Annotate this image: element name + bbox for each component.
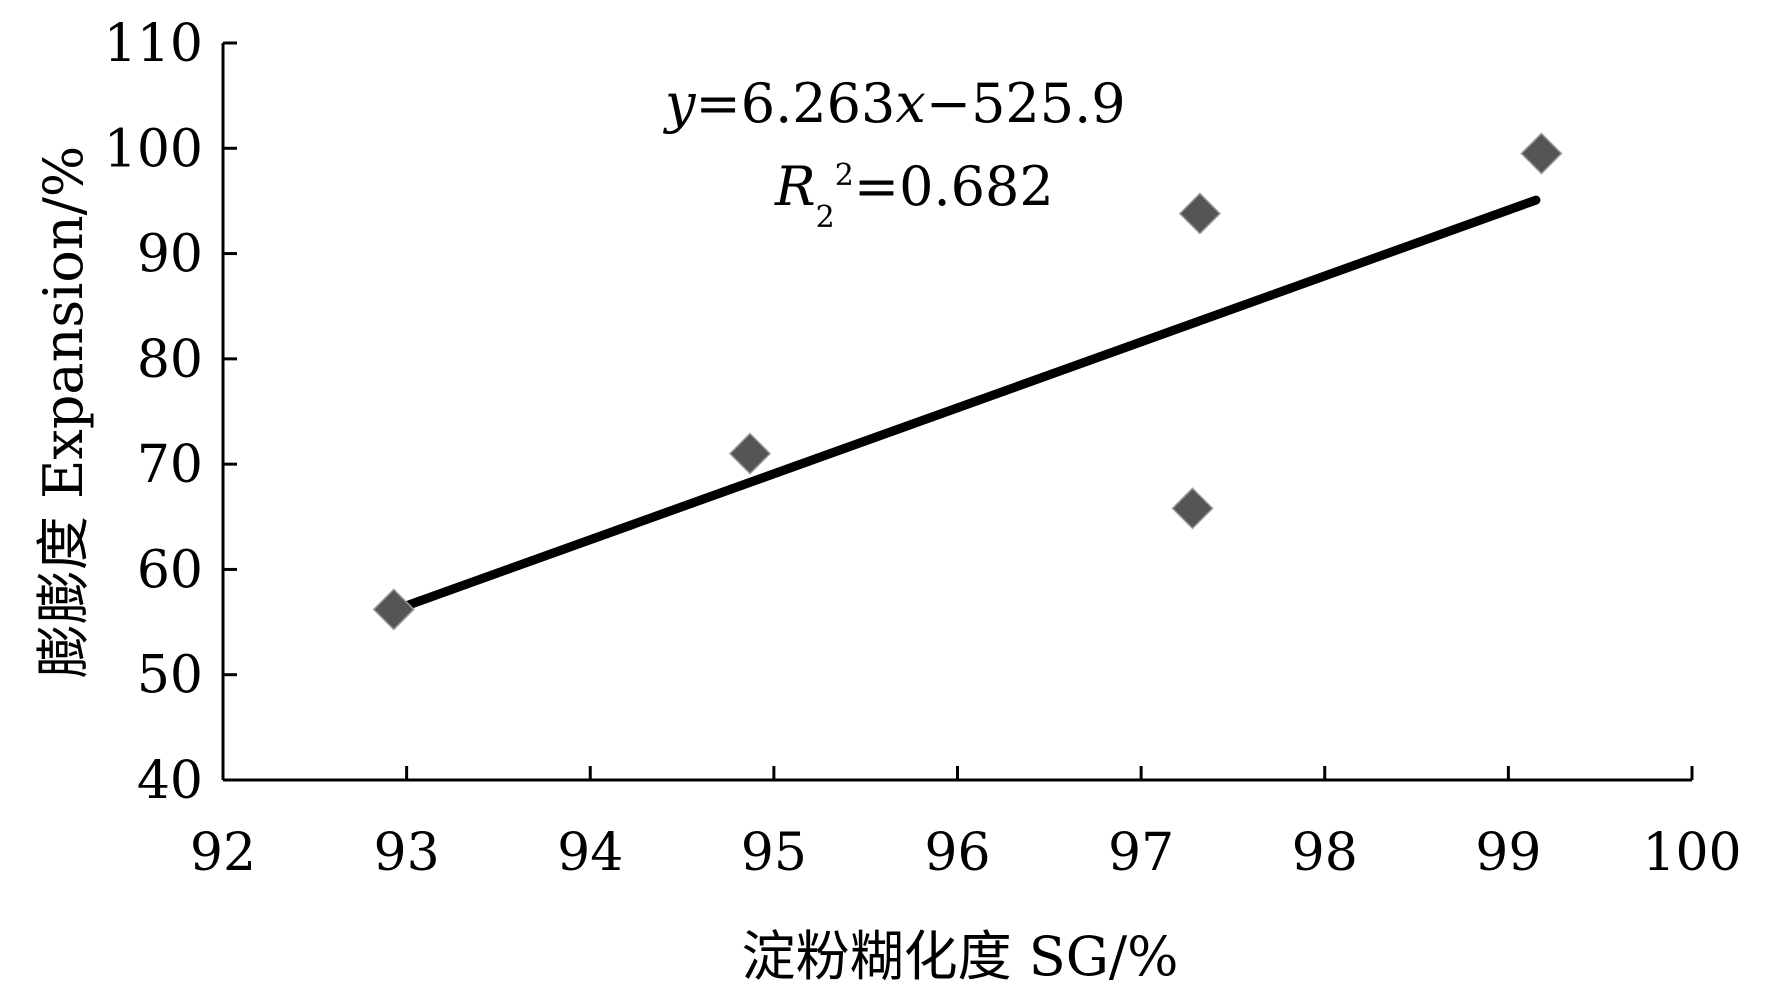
x-tick-label: 99 <box>1475 823 1541 883</box>
r-squared-annotation: R22=0.682 <box>774 155 1054 235</box>
data-point <box>372 588 415 631</box>
x-axis-title: 淀粉糊化度 SG/% <box>742 925 1179 988</box>
x-tick-label: 96 <box>924 823 990 883</box>
y-tick-label: 80 <box>137 330 203 390</box>
trendline-group <box>392 195 1541 614</box>
x-tick-label: 92 <box>190 823 256 883</box>
y-tick-label: 90 <box>137 225 203 285</box>
equation-annotation: y=6.263x−525.9 <box>663 72 1126 135</box>
x-tick-label: 97 <box>1108 823 1174 883</box>
y-ticks: 40 50 60 70 80 90 100 110 <box>104 14 237 811</box>
y-tick-label: 50 <box>137 646 203 706</box>
data-point <box>1171 487 1214 530</box>
x-tick-label: 94 <box>557 823 623 883</box>
data-point <box>728 432 772 475</box>
x-tick-label: 95 <box>741 823 807 883</box>
x-ticks: 92 93 94 95 96 97 98 99 100 <box>190 766 1742 883</box>
data-points <box>372 132 1563 631</box>
y-tick-label: 70 <box>137 435 203 495</box>
y-tick-label: 100 <box>104 119 203 179</box>
y-axis-title: 膨膨度 Expansion/% <box>32 146 95 678</box>
x-tick-label: 98 <box>1292 823 1358 883</box>
y-tick-label: 110 <box>104 14 203 74</box>
trendline <box>392 195 1541 614</box>
data-point <box>1178 192 1221 235</box>
x-tick-label: 93 <box>374 823 440 883</box>
x-tick-label: 100 <box>1642 823 1741 883</box>
y-tick-label: 40 <box>137 751 203 811</box>
data-point <box>1520 132 1563 175</box>
y-tick-label: 60 <box>137 540 203 600</box>
